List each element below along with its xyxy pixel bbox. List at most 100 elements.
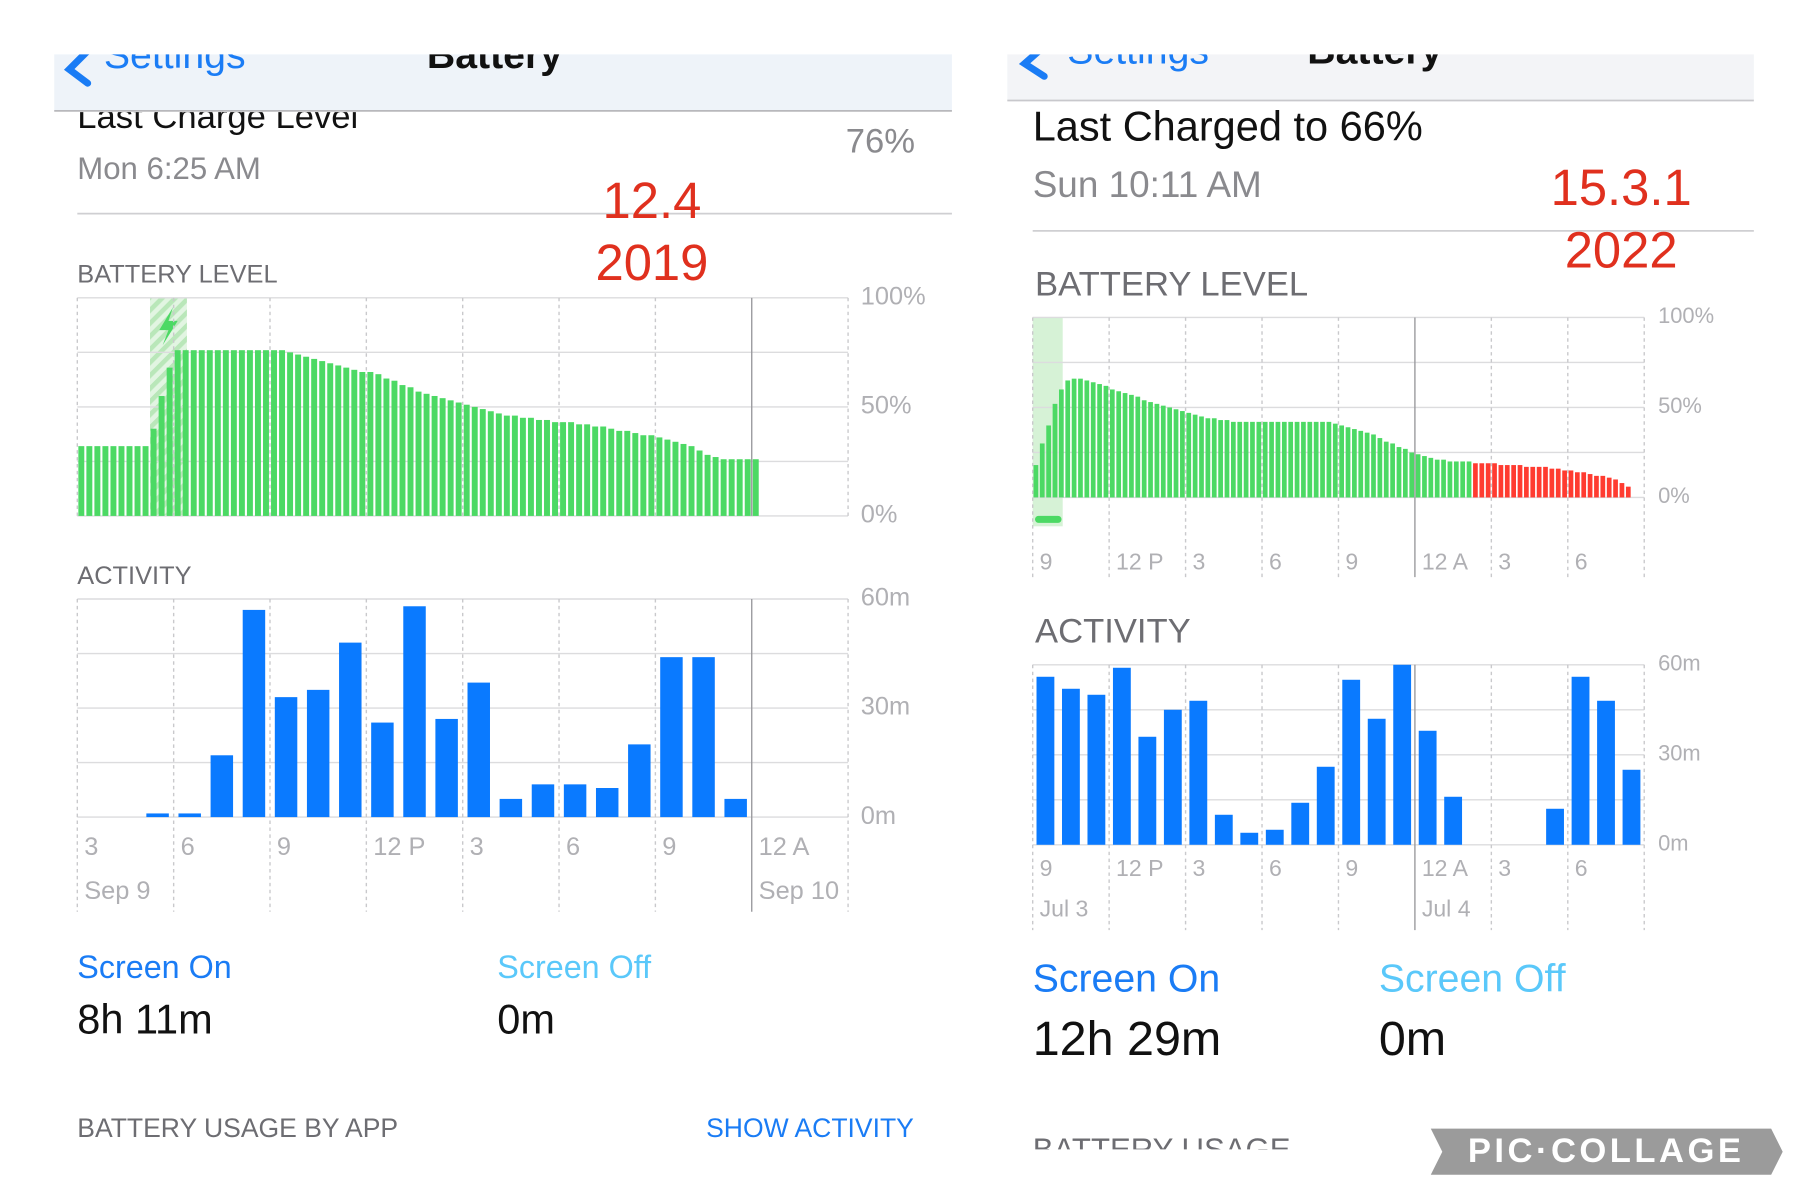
screen-off-label[interactable]: Screen Off: [1379, 956, 1566, 1000]
battery-bar: [1078, 378, 1083, 498]
battery-bar: [271, 350, 277, 516]
battery-bar: [704, 454, 711, 516]
annotation: 15.3.1: [1551, 159, 1692, 216]
battery-bar: [1237, 421, 1243, 498]
battery-bar: [1141, 400, 1147, 498]
back-button[interactable]: Settings: [1067, 29, 1209, 73]
activity-bar: [1061, 688, 1080, 845]
battery-bar: [608, 428, 615, 516]
battery-bar: [1313, 421, 1319, 498]
activity-bar: [1189, 700, 1208, 845]
battery-bar: [1358, 430, 1364, 498]
usage-title: BATTERY USAGE BY APP: [77, 1113, 398, 1143]
watermark-badge: [1430, 1128, 1783, 1175]
charge-title: Last Charge Level: [77, 98, 358, 136]
battery-bar: [1371, 434, 1376, 498]
battery-bar: [431, 395, 438, 516]
back-chevron[interactable]: [63, 49, 92, 87]
x-tick-label: 3: [84, 833, 98, 861]
show-activity[interactable]: SHOW ACTIVITY: [706, 1113, 914, 1143]
activity-bar: [467, 682, 490, 818]
battery-bar: [1071, 378, 1077, 498]
battery-bar: [1059, 389, 1064, 498]
activity-bar: [1316, 766, 1335, 845]
activity-bar: [306, 689, 330, 818]
battery-bar: [1562, 470, 1567, 498]
battery-bar: [94, 446, 101, 516]
back-button[interactable]: Settings: [104, 33, 246, 77]
battery-bar: [1052, 403, 1058, 498]
battery-bar: [78, 446, 85, 516]
activity-bar: [1036, 676, 1055, 845]
activity-bar: [1291, 802, 1310, 845]
battery-bar: [1345, 427, 1351, 498]
nav-bar: [1007, 54, 1754, 101]
battery-bar: [696, 450, 703, 516]
activity-bar: [660, 657, 683, 818]
battery-bar: [1390, 443, 1395, 498]
battery-bar: [1180, 411, 1185, 498]
battery-bar: [126, 446, 133, 516]
charge-level: 76%: [846, 122, 915, 160]
battery-bar: [1046, 425, 1051, 498]
battery-bar: [688, 446, 695, 516]
back-chevron[interactable]: [1018, 46, 1048, 80]
battery-bar: [1033, 465, 1039, 498]
battery-bar: [1039, 443, 1045, 498]
battery-bar: [1186, 412, 1192, 498]
activity-bar: [628, 744, 651, 818]
activity-bar: [339, 642, 362, 818]
screen-on-label[interactable]: Screen On: [77, 949, 231, 985]
y-tick-label: 30m: [1658, 741, 1701, 766]
charging-indicator: [1035, 515, 1062, 523]
battery-bar: [1517, 465, 1523, 498]
battery-bar: [415, 391, 422, 516]
battery-bar: [327, 363, 334, 516]
battery-bar: [166, 367, 173, 516]
activity-bar: [1571, 676, 1590, 845]
battery-bar: [648, 435, 655, 516]
battery-bar: [1192, 414, 1198, 498]
activity-bar: [1444, 796, 1463, 845]
battery-bar: [1167, 407, 1173, 498]
x-tick-label: 12 A: [1422, 548, 1469, 574]
section-title: BATTERY LEVEL: [77, 261, 277, 289]
battery-bar: [511, 415, 518, 516]
battery-bar: [487, 411, 494, 516]
battery-bar: [584, 424, 591, 516]
battery-bar: [1135, 396, 1141, 498]
battery-bar: [447, 400, 454, 516]
x-tick-label: 6: [181, 833, 195, 861]
activity-bar: [1393, 664, 1412, 845]
y-tick-label: 30m: [861, 693, 910, 721]
battery-bar: [592, 426, 599, 516]
battery-bar: [1256, 421, 1262, 498]
battery-bar: [1600, 475, 1606, 498]
battery-bar: [1441, 459, 1446, 498]
battery-bar: [222, 350, 229, 516]
battery-bar: [383, 378, 390, 516]
battery-bar: [150, 428, 157, 516]
battery-bar: [1396, 447, 1402, 498]
screen-on-label[interactable]: Screen On: [1033, 956, 1220, 1000]
x-tick-label: 9: [277, 833, 291, 861]
charging-icon: [159, 307, 178, 346]
battery-bar: [263, 350, 269, 516]
battery-bar: [1574, 472, 1580, 498]
section-title: ACTIVITY: [1035, 613, 1191, 651]
battery-bar: [1230, 421, 1236, 498]
battery-bar: [1479, 463, 1485, 498]
annotation: 2019: [595, 234, 708, 291]
battery-bar: [1581, 472, 1587, 498]
battery-bar: [1619, 483, 1625, 498]
screen-off-label[interactable]: Screen Off: [497, 949, 652, 985]
battery-bar: [1154, 403, 1160, 498]
battery-bar: [1109, 389, 1115, 498]
battery-bar: [198, 350, 205, 516]
battery-bar: [1543, 466, 1548, 498]
battery-bar: [182, 350, 189, 516]
activity-bar: [435, 718, 458, 818]
date-label: Sep 9: [84, 877, 150, 905]
battery-bar: [463, 404, 470, 516]
battery-bar: [1511, 465, 1516, 498]
